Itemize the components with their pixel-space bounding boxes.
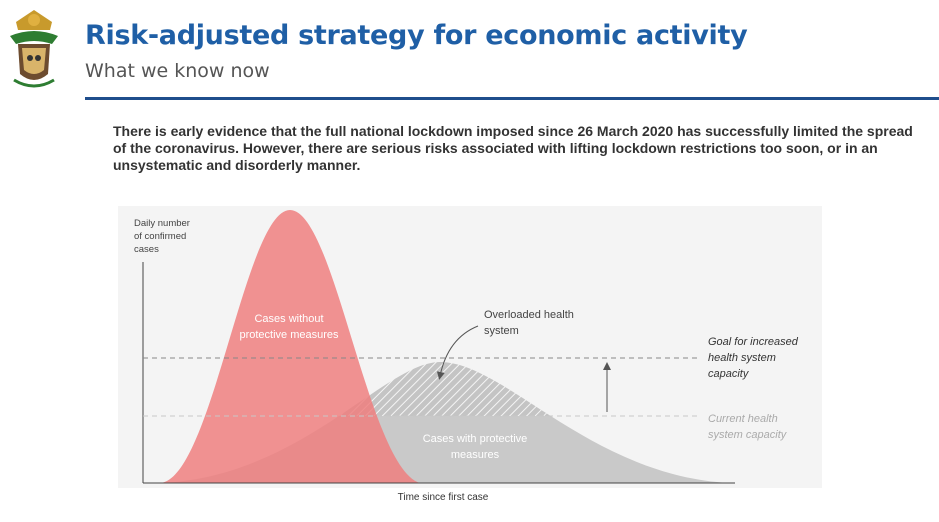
header-rule: [85, 97, 939, 100]
unprotected-label: Cases without: [254, 313, 323, 325]
unprotected-curve: [160, 210, 420, 483]
title: Risk-adjusted strategy for economic acti…: [85, 20, 748, 51]
unprotected-label: protective measures: [239, 329, 339, 341]
protected-label: measures: [451, 449, 500, 461]
y-axis-label: cases: [134, 244, 159, 255]
goal-label: health system: [708, 352, 776, 364]
current-label: system capacity: [708, 429, 788, 441]
body-text: There is early evidence that the full na…: [113, 123, 913, 173]
overloaded-label: Overloaded health: [484, 309, 574, 321]
y-axis-label: Daily number: [134, 218, 190, 229]
protected-label: Cases with protective: [423, 433, 528, 445]
overloaded-label: system: [484, 325, 519, 337]
x-axis-label: Time since first case: [398, 492, 489, 503]
overload-area: [338, 362, 551, 416]
goal-label: capacity: [708, 368, 750, 380]
current-label: Current health: [708, 413, 778, 425]
y-axis-label: of confirmed: [134, 231, 186, 242]
goal-label: Goal for increased: [708, 336, 799, 348]
subtitle: What we know now: [85, 60, 270, 82]
overload-arrow: [436, 325, 479, 380]
emblem: [10, 10, 58, 88]
